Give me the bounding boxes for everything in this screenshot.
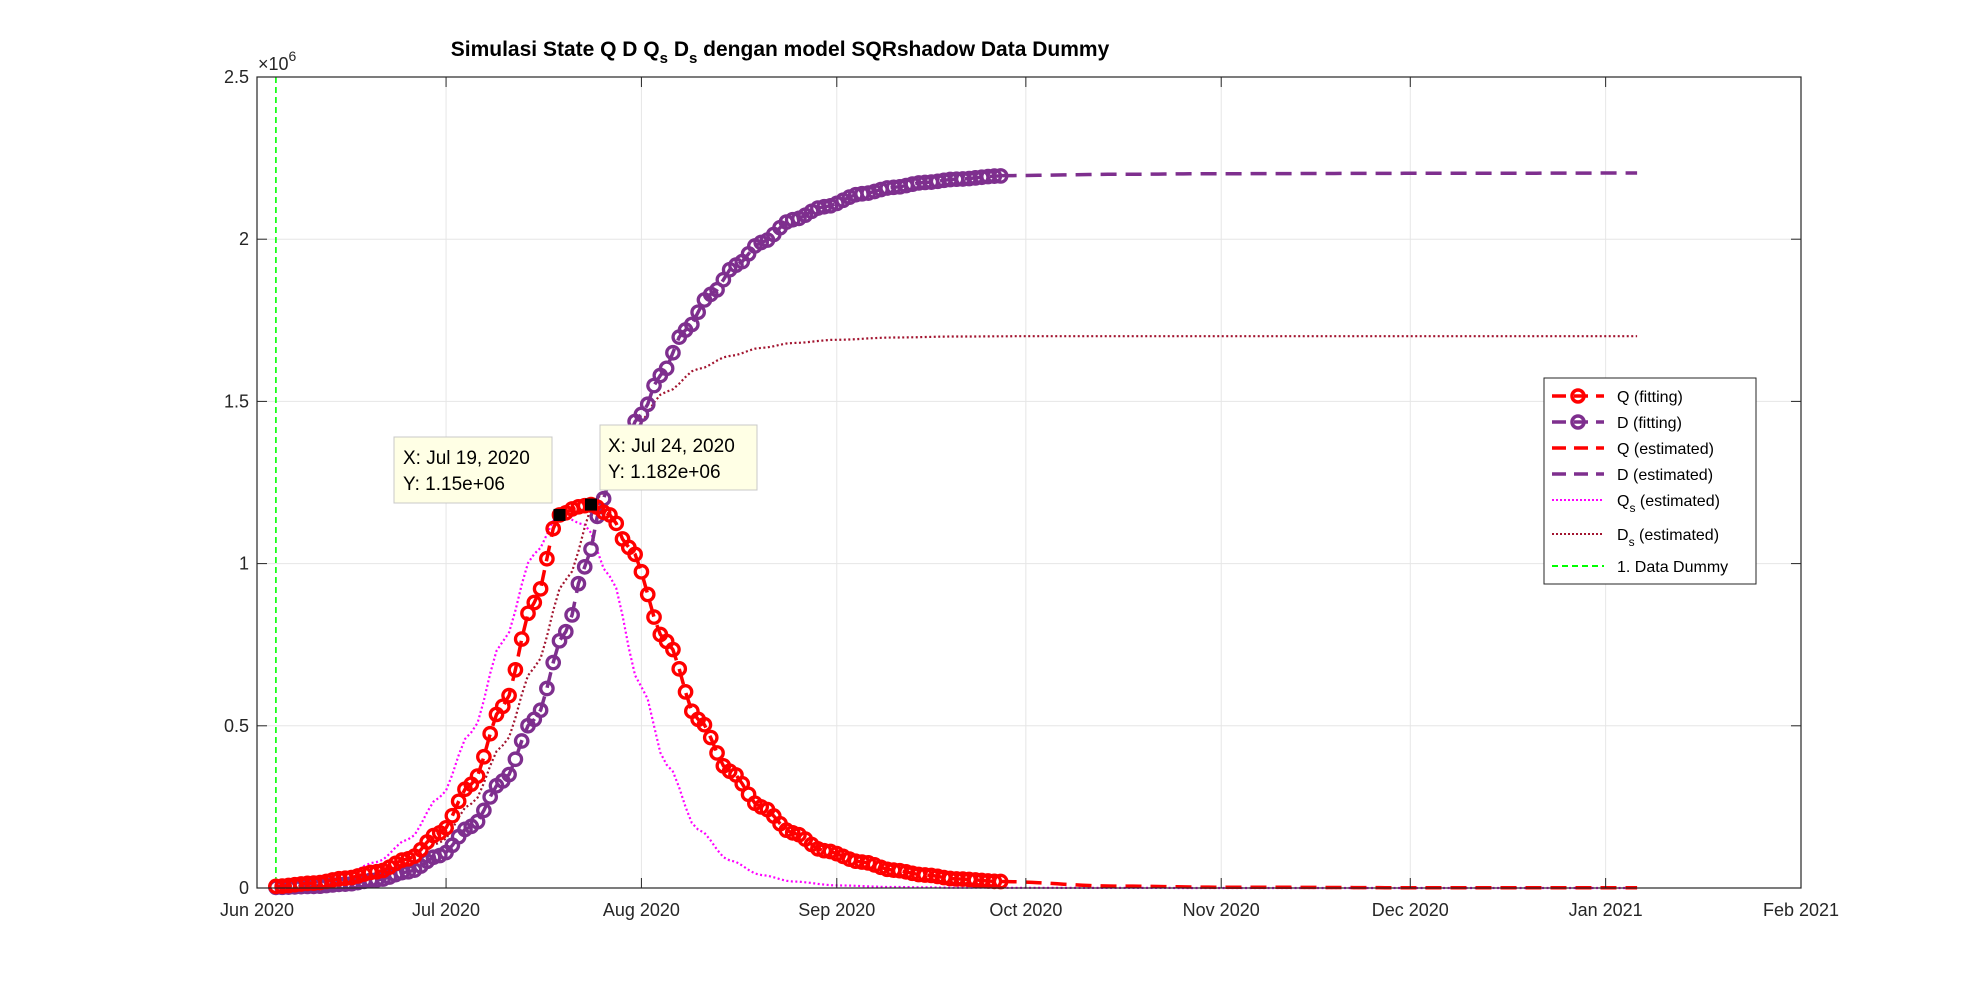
data-point[interactable] xyxy=(476,802,492,819)
data-point[interactable] xyxy=(639,396,656,413)
legend-label-d-estimated: D (estimated) xyxy=(1617,467,1713,484)
datatip-1-y: Y: 1.15e+06 xyxy=(403,474,505,495)
data-point[interactable] xyxy=(501,687,517,704)
data-point[interactable] xyxy=(469,768,486,784)
data-point[interactable] xyxy=(992,168,1009,184)
x-tick-label: Dec 2020 xyxy=(1372,900,1449,920)
datatip-2[interactable]: X: Jul 24, 2020 Y: 1.182e+06 xyxy=(599,424,758,491)
legend-label-q-estimated: Q (estimated) xyxy=(1617,441,1714,458)
x-tick-label: Feb 2021 xyxy=(1763,900,1839,920)
data-point[interactable] xyxy=(501,766,517,783)
data-point[interactable] xyxy=(532,702,549,719)
legend-label-q-fitting: Q (fitting) xyxy=(1617,389,1683,406)
data-point[interactable] xyxy=(545,654,562,671)
data-point[interactable] xyxy=(671,661,688,677)
legend-label-qs-estimated: Qs (estimated) xyxy=(1617,493,1720,515)
data-point[interactable] xyxy=(507,751,524,768)
chart-title: Simulasi State Q D Qs Ds dengan model SQ… xyxy=(451,38,1110,67)
legend-item-d-estimated[interactable]: D (estimated) xyxy=(1552,467,1713,484)
data-point[interactable] xyxy=(690,304,706,321)
datatip-1[interactable]: X: Jul 19, 2020 Y: 1.15e+06 xyxy=(393,436,553,504)
data-point[interactable] xyxy=(570,575,587,592)
data-point[interactable] xyxy=(526,594,543,611)
legend-item-d-fitting[interactable]: D (fitting) xyxy=(1552,414,1682,432)
x-tick-label: Jul 2020 xyxy=(412,900,480,920)
data-point[interactable] xyxy=(658,360,675,377)
data-point[interactable] xyxy=(513,631,530,647)
y-tick-label: 2.5 xyxy=(224,67,249,87)
datatip-1-marker[interactable] xyxy=(553,508,566,521)
x-tick-label: Nov 2020 xyxy=(1183,900,1260,920)
x-axis: Jun 2020 Jul 2020 Aug 2020 Sep 2020 Oct 2020… xyxy=(220,77,1839,920)
y-tick-label: 0 xyxy=(239,878,249,898)
data-point[interactable] xyxy=(507,661,524,678)
data-point[interactable] xyxy=(646,609,662,625)
legend-label-data-dummy: 1. Data Dummy xyxy=(1617,559,1728,576)
legend-item-ds-estimated[interactable]: Ds (estimated) xyxy=(1552,527,1719,549)
datatip-2-marker[interactable] xyxy=(585,498,598,511)
data-point[interactable] xyxy=(368,863,385,880)
data-point[interactable] xyxy=(450,793,467,810)
x-tick-label: Oct 2020 xyxy=(989,900,1062,920)
legend-label-d-fitting: D (fitting) xyxy=(1617,415,1682,432)
data-point[interactable] xyxy=(784,211,801,228)
data-point[interactable] xyxy=(583,541,599,558)
data-point[interactable] xyxy=(633,563,650,580)
data-point[interactable] xyxy=(532,580,549,597)
data-point[interactable] xyxy=(444,807,461,824)
x-tick-label: Aug 2020 xyxy=(603,900,680,920)
data-point[interactable] xyxy=(482,789,499,805)
data-point[interactable] xyxy=(677,684,694,700)
axes-box xyxy=(256,76,1802,889)
markers-q-fitting xyxy=(268,496,1009,895)
data-point[interactable] xyxy=(476,748,492,765)
data-point[interactable] xyxy=(438,819,454,836)
data-point[interactable] xyxy=(539,550,555,567)
y-axis: 0 0.5 1 1.5 2 2.5 xyxy=(224,67,1801,898)
datatip-2-y: Y: 1.182e+06 xyxy=(608,462,721,483)
data-point[interactable] xyxy=(545,520,562,537)
data-point[interactable] xyxy=(683,316,700,333)
x-tick-label: Jan 2021 xyxy=(1569,900,1643,920)
data-point[interactable] xyxy=(513,733,530,749)
series-d-estimated[interactable] xyxy=(1000,171,1638,178)
y-exponent-label: ×106 xyxy=(258,48,297,74)
y-tick-label: 1 xyxy=(239,554,249,574)
data-point[interactable] xyxy=(564,607,580,623)
legend-label-ds-estimated: Ds (estimated) xyxy=(1617,527,1719,549)
data-point[interactable] xyxy=(482,725,499,742)
legend-box xyxy=(1543,377,1757,585)
data-point[interactable] xyxy=(576,558,593,575)
data-point[interactable] xyxy=(627,546,643,563)
data-point[interactable] xyxy=(539,680,555,697)
data-point[interactable] xyxy=(696,716,713,733)
data-point[interactable] xyxy=(469,813,486,830)
data-point[interactable] xyxy=(639,586,656,603)
datatip-layer: X: Jul 19, 2020 Y: 1.15e+06 X: Jul 24, 2… xyxy=(393,424,758,521)
legend-item-q-fitting[interactable]: Q (fitting) xyxy=(1552,388,1683,406)
x-tick-label: Sep 2020 xyxy=(798,900,875,920)
data-point[interactable] xyxy=(557,623,574,640)
y-tick-label: 1.5 xyxy=(224,391,249,411)
legend-item-data-dummy[interactable]: 1. Data Dummy xyxy=(1552,559,1728,576)
data-point[interactable] xyxy=(608,515,625,532)
data-point[interactable] xyxy=(702,729,719,746)
data-point[interactable] xyxy=(986,168,1003,184)
series-d-s-estimated[interactable] xyxy=(275,335,1638,889)
y-tick-label: 2 xyxy=(239,229,249,249)
y-tick-label: 0.5 xyxy=(224,716,249,736)
legend-item-qs-estimated[interactable]: Qs (estimated) xyxy=(1552,493,1720,515)
datatip-1-x: X: Jul 19, 2020 xyxy=(403,448,530,469)
legend[interactable]: Q (fitting) D (fitting) Q (estimated) D … xyxy=(1543,377,1757,585)
datatip-2-x: X: Jul 24, 2020 xyxy=(608,436,735,457)
series-layer xyxy=(268,77,1638,896)
data-point[interactable] xyxy=(665,641,681,658)
data-point[interactable] xyxy=(665,344,681,361)
legend-item-q-estimated[interactable]: Q (estimated) xyxy=(1552,441,1714,458)
x-tick-label: Jun 2020 xyxy=(220,900,294,920)
data-point[interactable] xyxy=(709,745,725,761)
